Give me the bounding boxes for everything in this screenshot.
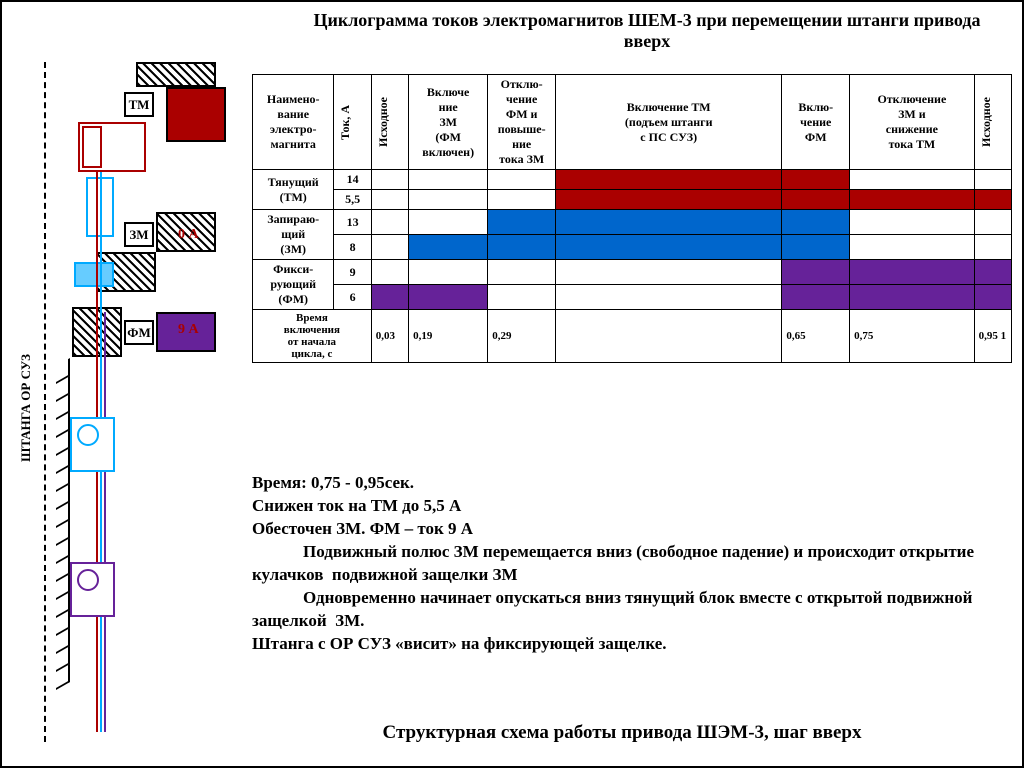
schematic-diagram: ТМ 5.5 А ЗМ 0 А ФМ 9 А ШТАНГА ОР СУЗ xyxy=(16,62,246,742)
tm-hatch-block xyxy=(136,62,216,87)
desc-line: Подвижный полюс ЗМ перемещается вниз (св… xyxy=(252,541,992,587)
desc-line: Снижен ток на ТМ до 5,5 А xyxy=(252,495,992,518)
tooth-column xyxy=(56,362,70,712)
tm-value: 5.5 А xyxy=(178,98,209,114)
latch-purple xyxy=(70,562,115,617)
desc-line: Обесточен ЗМ. ФМ – ток 9 А xyxy=(252,518,992,541)
zm-value: 0 А xyxy=(178,227,199,243)
pole1-inner xyxy=(82,126,102,168)
zm-label: ЗМ xyxy=(124,222,154,247)
rod-vertical-label: ШТАНГА ОР СУЗ xyxy=(18,354,34,462)
rod-purple xyxy=(104,312,106,732)
tm-label: ТМ xyxy=(124,92,154,117)
tm-red-block xyxy=(166,87,226,142)
latch-blue xyxy=(70,417,115,472)
cyclogram-table: Наимено- вание электро- магнитаТок, АИсх… xyxy=(252,74,1012,363)
blue-block2 xyxy=(74,262,114,287)
desc-line: Штанга с ОР СУЗ «висит» на фиксирующей з… xyxy=(252,633,992,656)
footer-title: Структурная схема работы привода ШЭМ-3, … xyxy=(252,722,992,744)
description-text: Время: 0,75 - 0,95сек. Снижен ток на ТМ … xyxy=(252,472,992,656)
page-title: Циклограмма токов электромагнитов ШЕМ-3 … xyxy=(302,10,992,52)
desc-line: Время: 0,75 - 0,95сек. xyxy=(252,472,992,495)
centerline xyxy=(44,62,46,742)
desc-line: Одновременно начинает опускаться вниз тя… xyxy=(252,587,992,633)
fm-label: ФМ xyxy=(124,320,154,345)
fm-value: 9 А xyxy=(178,322,199,338)
